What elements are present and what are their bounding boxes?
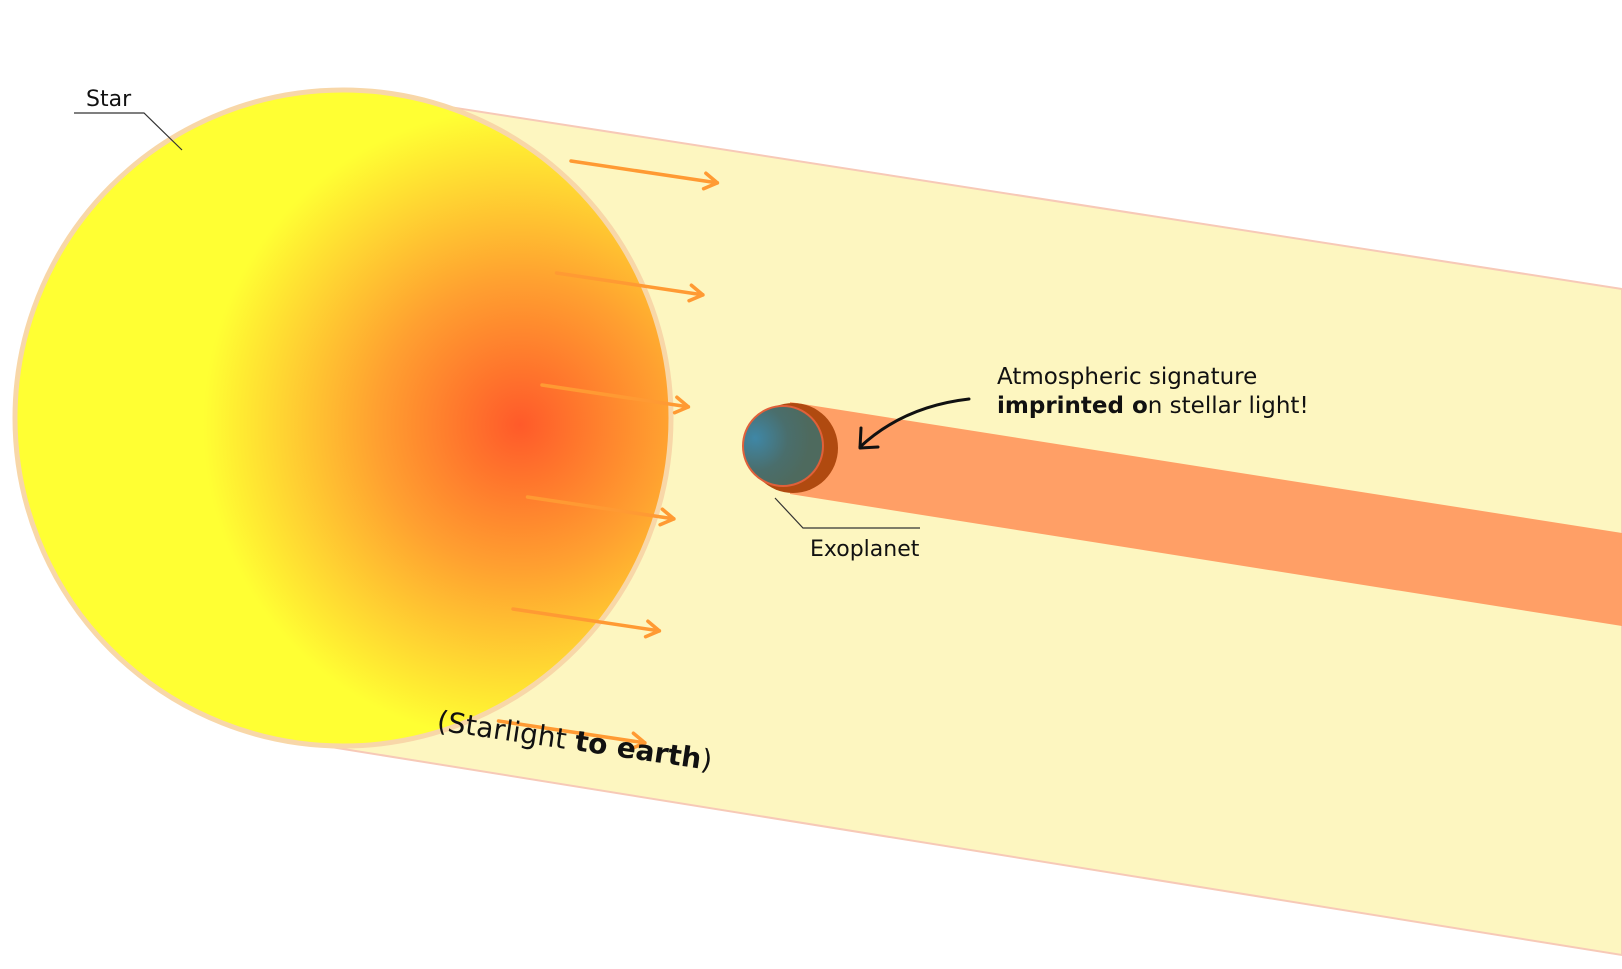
starlight-arrow bbox=[540, 383, 691, 409]
starlight-arrow bbox=[554, 271, 705, 297]
starlight-arrow bbox=[511, 607, 662, 633]
starlight-arrow bbox=[496, 719, 647, 745]
starlight-arrowhead bbox=[687, 283, 705, 303]
starlight-arrowhead bbox=[629, 731, 647, 751]
starlight-arrows bbox=[496, 159, 720, 751]
exoplanet bbox=[742, 405, 824, 487]
starlight-arrowhead bbox=[672, 395, 691, 415]
signature-label-bold: imprinted o bbox=[997, 393, 1148, 419]
star-label: Star bbox=[86, 87, 132, 112]
star bbox=[12, 87, 674, 749]
starlight-arrowhead bbox=[658, 507, 676, 527]
starlight-caption-close: ) bbox=[699, 743, 715, 777]
starlight-arrowhead bbox=[701, 171, 720, 191]
signature-pointer-arrowhead bbox=[858, 426, 880, 450]
exoplanet-label: Exoplanet bbox=[810, 537, 920, 562]
signature-label-rest: n stellar light! bbox=[1148, 393, 1309, 419]
signature-label-line2: imprinted on stellar light! bbox=[997, 393, 1309, 419]
star-leader-line bbox=[74, 112, 183, 151]
atmosphere-band bbox=[790, 402, 1622, 626]
starlight-arrow bbox=[569, 159, 720, 185]
signature-pointer-arrow bbox=[858, 397, 971, 449]
starlight-arrow bbox=[525, 495, 676, 521]
starlight-arrowhead bbox=[643, 619, 662, 639]
exoplanet-leader-line bbox=[774, 497, 920, 529]
signature-label-line1: Atmospheric signature bbox=[997, 364, 1257, 390]
